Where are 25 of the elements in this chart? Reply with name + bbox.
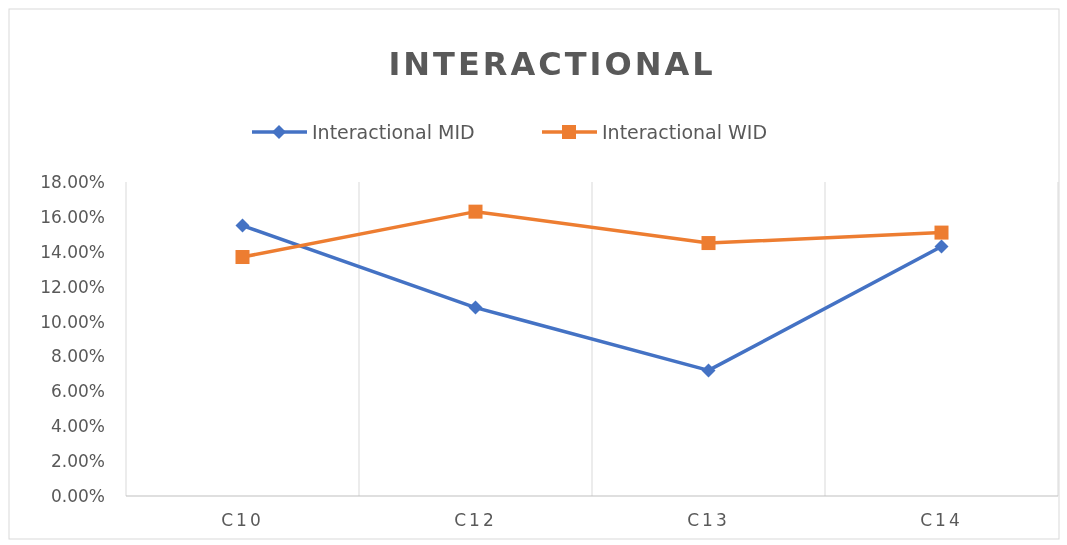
y-tick-label: 8.00% — [50, 346, 105, 367]
y-tick-label: 6.00% — [50, 381, 105, 402]
y-tick-label: 16.00% — [40, 206, 105, 227]
y-tick-label: 12.00% — [40, 276, 105, 297]
x-tick-label: C10 — [221, 510, 264, 530]
y-tick-label: 4.00% — [50, 416, 105, 437]
legend-label: Interactional MID — [312, 120, 475, 143]
y-tick-label: 14.00% — [40, 241, 105, 262]
x-tick-label: C14 — [920, 510, 963, 530]
y-tick-label: 2.00% — [50, 451, 105, 472]
point — [701, 363, 716, 378]
point — [934, 239, 949, 254]
y-tick-label: 0.00% — [50, 485, 105, 506]
y-tick-label: 10.00% — [40, 311, 105, 332]
chart-title: INTERACTIONAL — [388, 45, 716, 83]
legend-label: Interactional WID — [602, 120, 768, 143]
x-tick-label: C12 — [454, 510, 497, 530]
point — [701, 236, 716, 251]
y-tick-label: 18.00% — [40, 171, 105, 192]
point — [934, 225, 949, 240]
point — [468, 300, 483, 315]
point — [235, 218, 250, 233]
x-tick-label: C13 — [687, 510, 730, 530]
point — [468, 204, 483, 219]
point — [235, 250, 250, 265]
